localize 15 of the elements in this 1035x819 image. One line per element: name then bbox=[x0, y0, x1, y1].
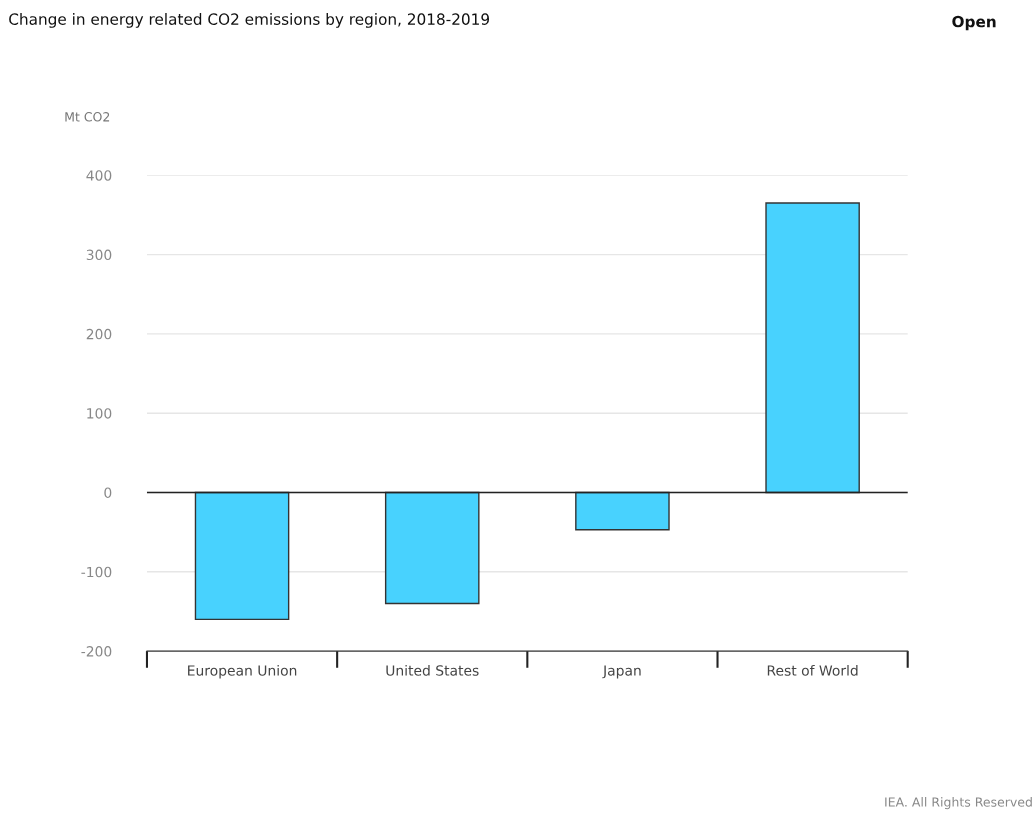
y-tick-label: 100 bbox=[87, 408, 112, 419]
x-tick-label: United States bbox=[386, 664, 479, 676]
y-axis-title: Mt CO2 bbox=[65, 112, 110, 122]
y-tick-label: 400 bbox=[86, 170, 112, 181]
text: IEA. All Rights Reserved bbox=[885, 797, 1032, 810]
y-tick-label: -100 bbox=[81, 566, 112, 578]
y-tick-label: 0 bbox=[104, 487, 112, 498]
chart-title: Change in energy related CO2 emissions by region, 2018-2019 bbox=[9, 13, 490, 28]
y-tick-label: 200 bbox=[86, 328, 112, 340]
x-tick-label: European Union bbox=[188, 664, 297, 679]
text: Open bbox=[952, 15, 996, 31]
x-tick-label: Rest of World bbox=[767, 664, 858, 676]
x-tick-label: Japan bbox=[602, 665, 641, 679]
y-tick-label: 300 bbox=[86, 249, 112, 261]
y-tick-label: -200 bbox=[81, 646, 112, 657]
